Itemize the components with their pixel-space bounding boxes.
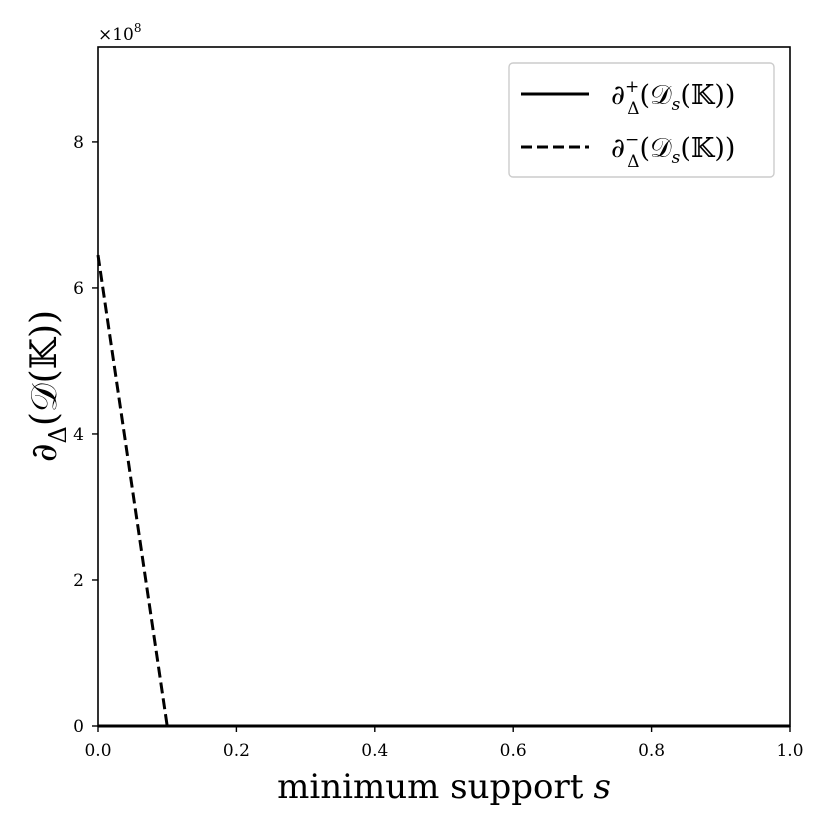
- y-axis-ticks: 0 2 4 6 8: [73, 133, 98, 737]
- x-axis-title-main: minimum support: [277, 767, 584, 807]
- legend-upper-rest-end: (𝕂)): [680, 80, 735, 111]
- legend-upper-sub: Δ: [627, 99, 639, 119]
- legend-entry-upper: ∂+ Δ(𝒟s(𝕂)): [611, 77, 735, 119]
- legend-upper-rest-sub: s: [672, 95, 681, 115]
- series-layer: [96, 254, 790, 728]
- x-tick-label: 0.2: [223, 741, 250, 761]
- y-axis-title-rest: (𝒟(𝕂)): [24, 310, 65, 426]
- x-axis-ticks: 0.0 0.2 0.4 0.6 0.8 1.0: [84, 726, 804, 761]
- x-tick-label: 0.8: [638, 741, 665, 761]
- y-axis-title: ∂Δ(𝒟(𝕂)): [24, 310, 72, 462]
- y-tick-label: 6: [73, 279, 84, 299]
- y-tick-label: 0: [73, 717, 84, 737]
- x-tick-label: 0.0: [84, 741, 111, 761]
- x-tick-label: 0.4: [361, 741, 388, 761]
- legend-lower-rest: (𝒟: [640, 133, 673, 164]
- y-tick-label: 2: [73, 571, 84, 591]
- legend-upper-sup: +: [625, 77, 639, 97]
- legend-lower-rest-sub: s: [672, 148, 681, 168]
- y-axis-title-main: ∂: [24, 443, 65, 462]
- y-tick-label: 4: [73, 425, 84, 445]
- legend: ∂+ Δ(𝒟s(𝕂)) ∂− Δ(𝒟s(𝕂)): [508, 62, 775, 178]
- legend-upper-main: ∂: [611, 80, 625, 111]
- y-axis-multiplier-base: ×10: [98, 25, 134, 45]
- y-axis-multiplier: ×108: [98, 21, 142, 45]
- x-tick-label: 1.0: [776, 741, 803, 761]
- y-axis-multiplier-exponent: 8: [134, 21, 142, 35]
- legend-lower-main: ∂: [611, 133, 625, 164]
- legend-entry-lower: ∂− Δ(𝒟s(𝕂)): [611, 130, 735, 172]
- x-axis-title-variable: s: [593, 767, 610, 807]
- series-line-lower-bound: [96, 254, 790, 728]
- legend-lower-sup: −: [625, 130, 639, 150]
- y-tick-label: 8: [73, 133, 84, 153]
- x-axis-title: minimum support s: [277, 767, 611, 807]
- legend-lower-sub: Δ: [627, 152, 639, 172]
- legend-lower-rest-end: (𝕂)): [680, 133, 735, 164]
- x-tick-label: 0.6: [500, 741, 527, 761]
- y-axis-title-subscript: Δ: [44, 426, 72, 443]
- legend-upper-rest: (𝒟: [640, 80, 673, 111]
